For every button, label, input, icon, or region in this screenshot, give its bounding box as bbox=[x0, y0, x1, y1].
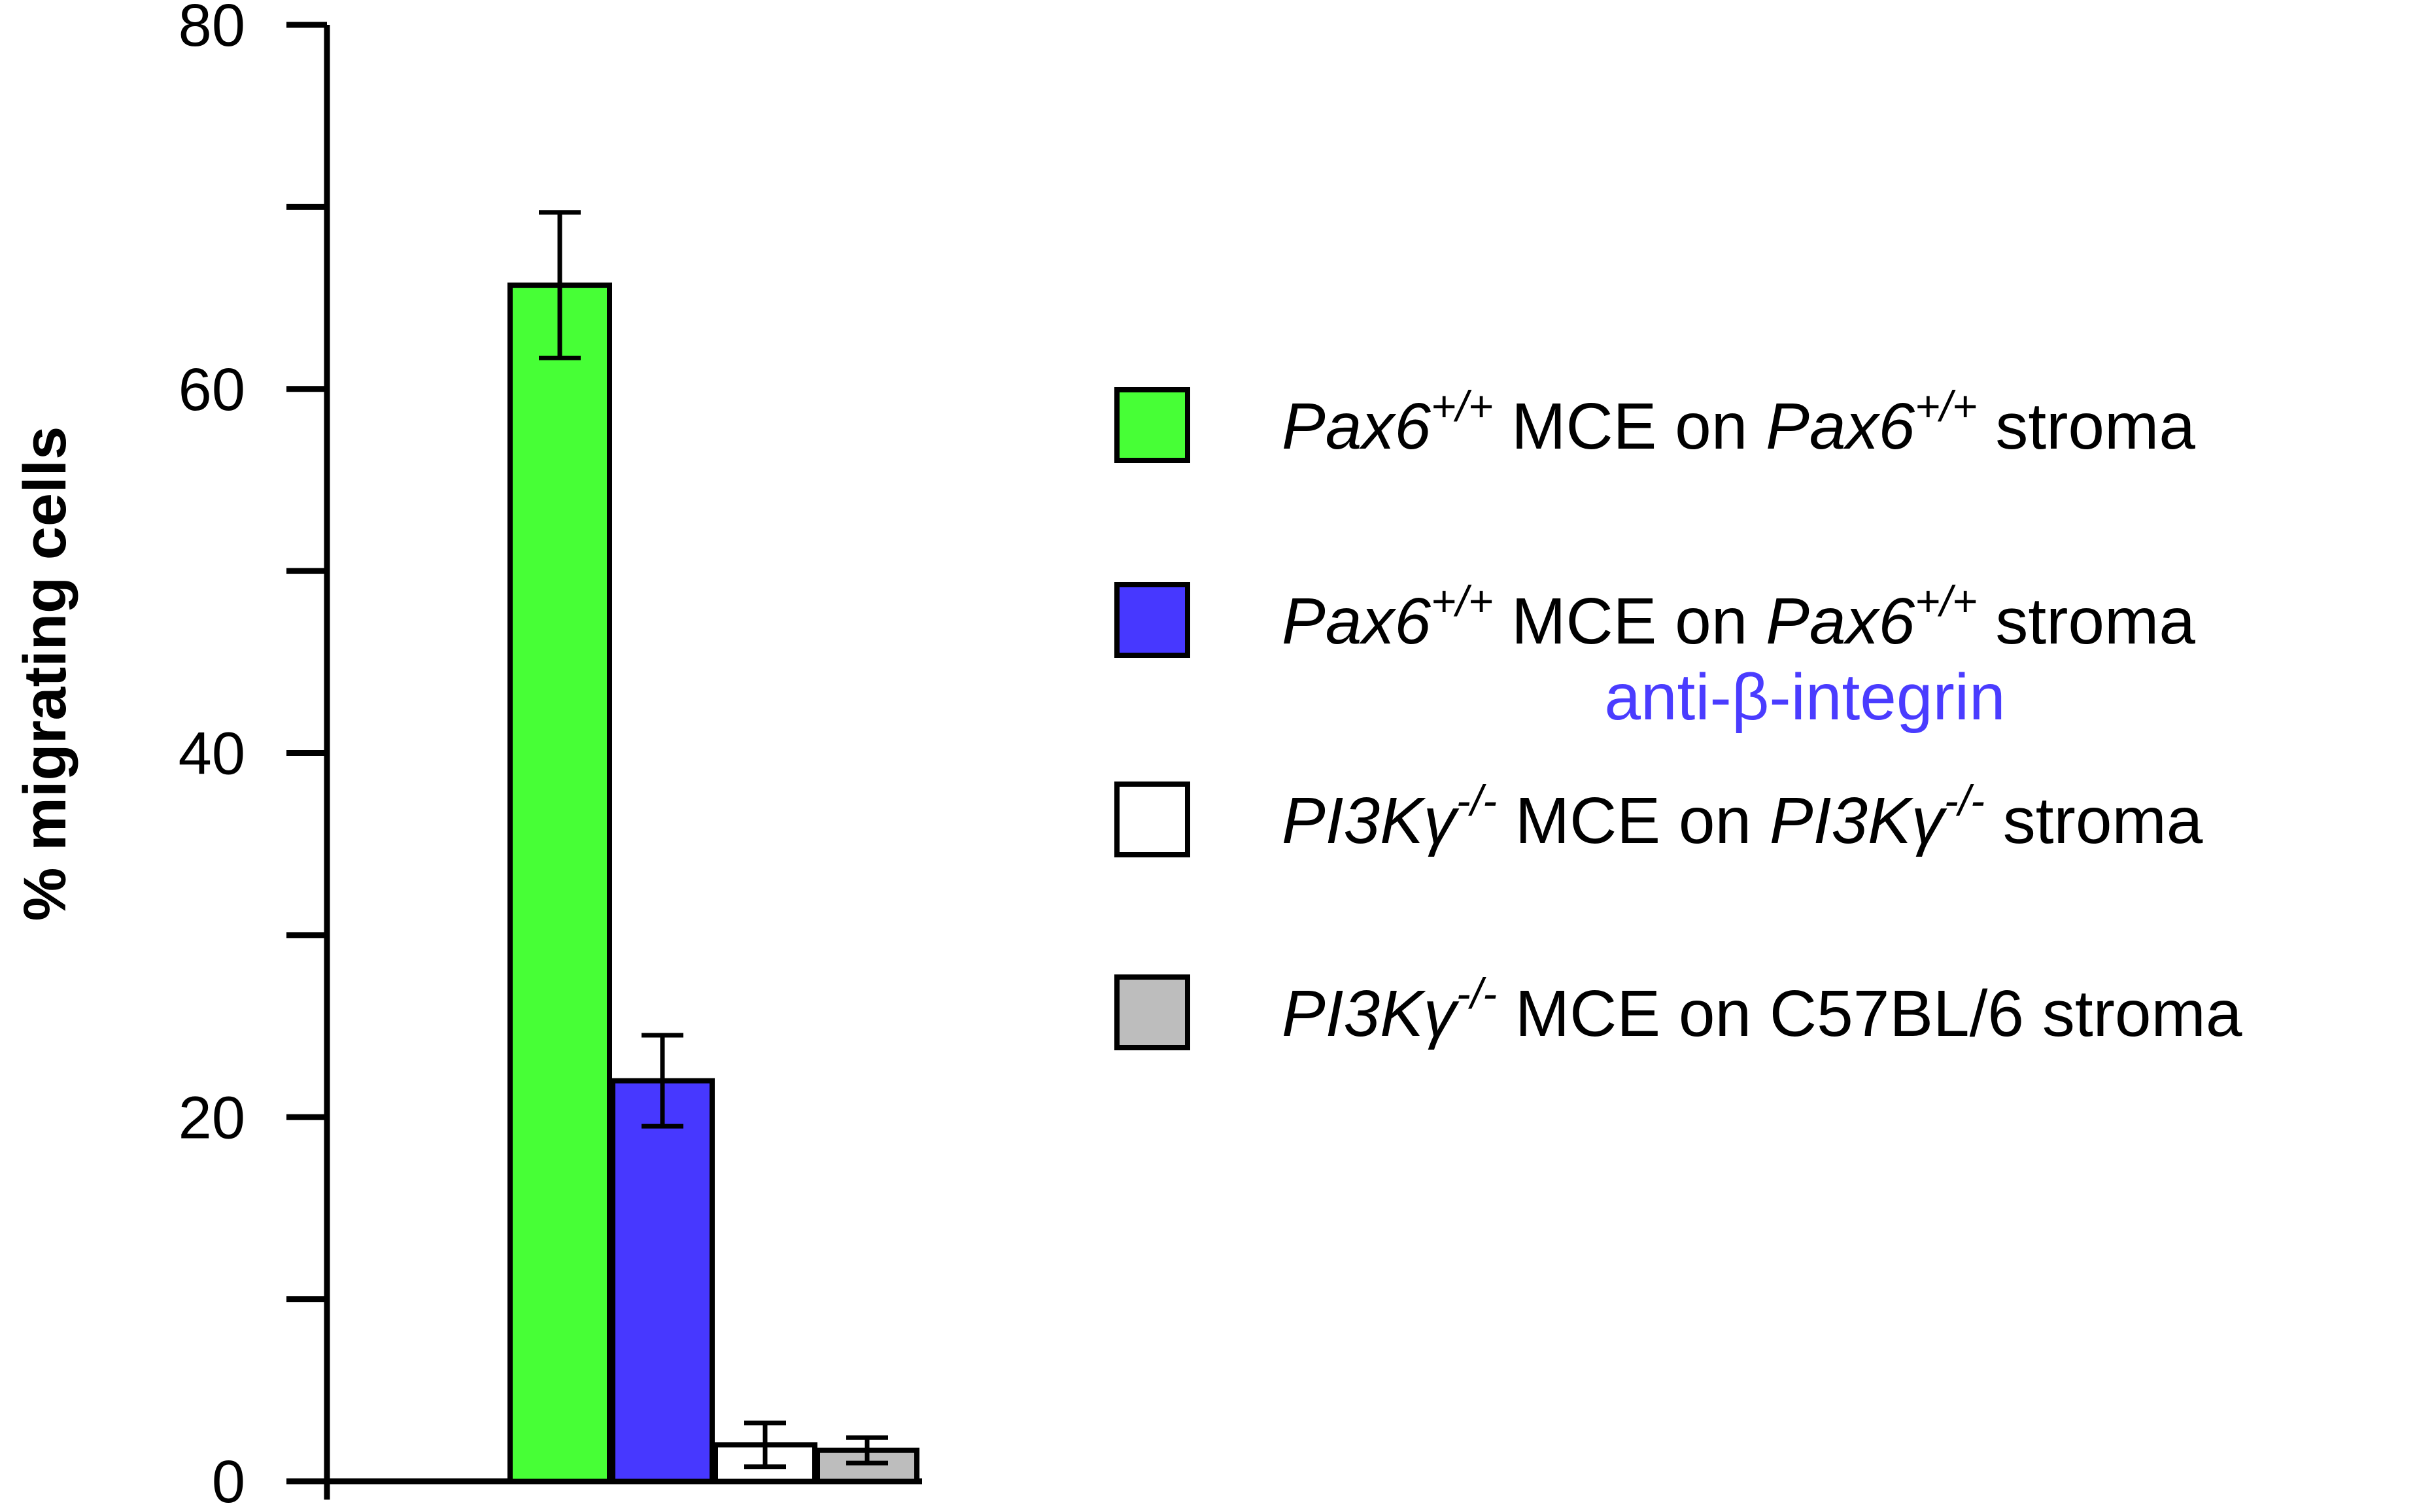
legend-label: PI3Kγ-/- MCE on PI3Kγ-/- stroma bbox=[1282, 776, 2203, 857]
bar bbox=[610, 1078, 715, 1484]
y-tick-label: 60 bbox=[179, 356, 245, 423]
legend-gene: PI3Kγ bbox=[1770, 784, 1947, 857]
legend-note: anti-β-integrin bbox=[1604, 661, 2005, 734]
legend-gene: Pax6 bbox=[1766, 585, 1915, 658]
legend-gene: Pax6 bbox=[1766, 390, 1915, 463]
legend-text-part: MCE on bbox=[1493, 585, 1766, 658]
y-tick-label: 80 bbox=[179, 0, 245, 59]
legend-superscript: +/+ bbox=[1431, 382, 1493, 430]
bar-layer bbox=[507, 210, 919, 1485]
legend-text-part: MCE on bbox=[1497, 784, 1770, 857]
y-axis-label: % migrating cells bbox=[12, 426, 78, 921]
legend-gene: PI3Kγ bbox=[1282, 784, 1460, 857]
y-tick-label: 40 bbox=[179, 721, 245, 787]
legend-gene: PI3Kγ bbox=[1282, 977, 1460, 1050]
legend-label: Pax6+/+ MCE on Pax6+/+ stroma bbox=[1282, 577, 2195, 658]
legend-label: PI3Kγ-/- MCE on C57BL/6 stroma bbox=[1282, 969, 2242, 1050]
legend-swatch bbox=[1114, 974, 1190, 1050]
legend-swatch bbox=[1114, 782, 1190, 857]
y-tick-label: 20 bbox=[179, 1084, 245, 1151]
y-tick-label: 0 bbox=[212, 1449, 245, 1509]
legend-superscript: +/+ bbox=[1915, 577, 1977, 625]
legend-text-part: stroma bbox=[1978, 390, 2196, 463]
legend-superscript: -/- bbox=[1944, 776, 1985, 825]
legend-text-part: MCE on bbox=[1493, 390, 1766, 463]
legend-superscript: +/+ bbox=[1915, 382, 1977, 430]
legend-superscript: +/+ bbox=[1431, 577, 1493, 625]
bar bbox=[507, 283, 612, 1484]
legend-superscript: -/- bbox=[1456, 969, 1497, 1018]
axis-layer: 0 20 40 60 80 % migrating cells bbox=[12, 0, 922, 1512]
legend-gene: Pax6 bbox=[1282, 390, 1431, 463]
legend-text-part: stroma bbox=[1978, 585, 2196, 658]
legend-swatch bbox=[1114, 387, 1190, 463]
legend-swatch bbox=[1114, 582, 1190, 658]
legend-superscript: -/- bbox=[1456, 776, 1497, 825]
legend-gene: Pax6 bbox=[1282, 585, 1431, 658]
legend-text-part: stroma bbox=[1985, 784, 2203, 857]
legend-label: Pax6+/+ MCE on Pax6+/+ stroma bbox=[1282, 382, 2195, 463]
legend-text-part: MCE on C57BL/6 stroma bbox=[1497, 977, 2242, 1050]
